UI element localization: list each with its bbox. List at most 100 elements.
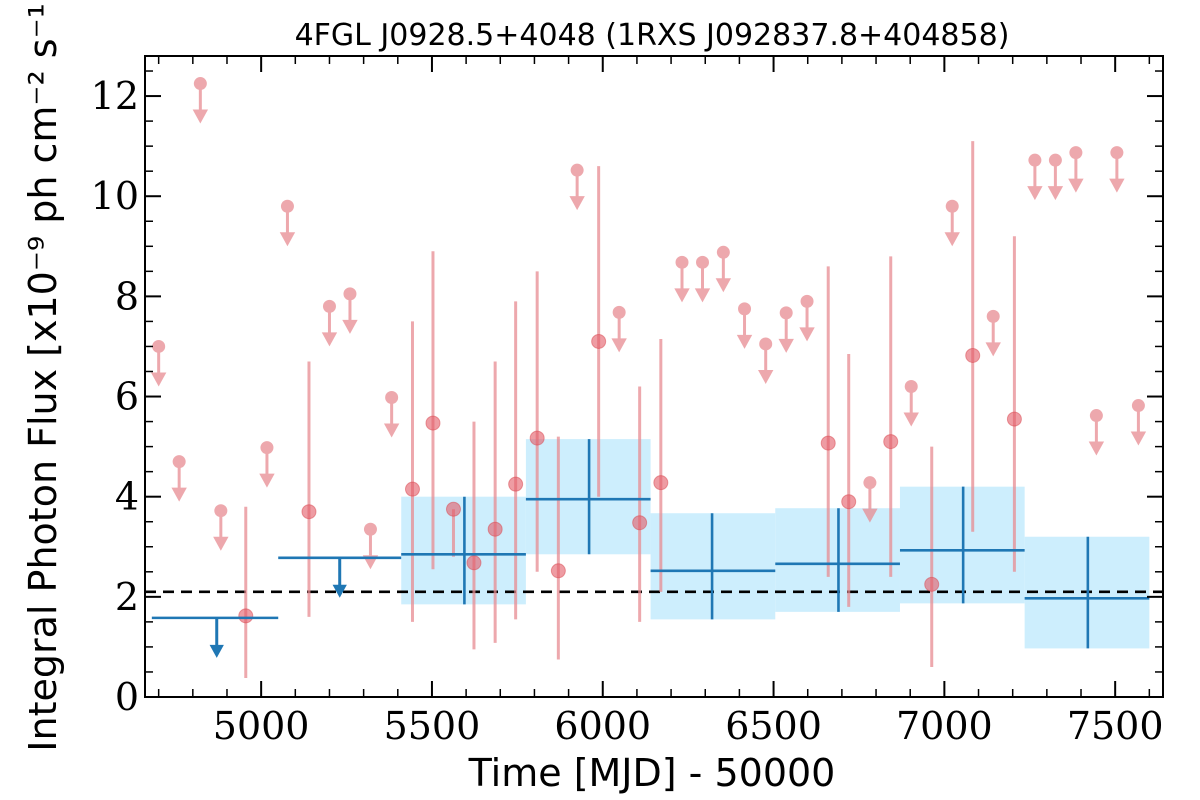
monthly-point-2 bbox=[404, 481, 420, 497]
monthly-upper-limit-4 bbox=[259, 441, 275, 488]
monthly-upper-limit-point-17 bbox=[779, 306, 793, 320]
monthly-upper-limit-point-20 bbox=[904, 380, 918, 394]
monthly-upper-limit-16-head bbox=[758, 369, 774, 384]
monthly-point-11 bbox=[632, 515, 648, 531]
y-tick-label-0: 0 bbox=[115, 675, 139, 719]
monthly-upper-limit-5-head bbox=[279, 232, 296, 247]
monthly-point-16 bbox=[924, 576, 940, 592]
monthly-upper-limit-27-head bbox=[1109, 178, 1125, 193]
yearly-upper-limit-0 bbox=[209, 617, 224, 658]
monthly-upper-limit-18-head bbox=[799, 327, 815, 342]
monthly-point-18 bbox=[1006, 411, 1022, 427]
monthly-upper-limit-10-head bbox=[569, 196, 585, 211]
monthly-point-10 bbox=[591, 333, 607, 349]
monthly-upper-limit-point-18 bbox=[800, 294, 814, 308]
x-tick-label-0: 5000 bbox=[213, 704, 310, 748]
monthly-upper-limit-point-16 bbox=[759, 337, 773, 351]
monthly-upper-limit-17-head bbox=[778, 338, 794, 353]
monthly-upper-limit-11-head bbox=[611, 338, 627, 353]
monthly-upper-limit-16 bbox=[758, 337, 774, 384]
monthly-upper-limit-0 bbox=[150, 339, 167, 387]
y-tick-label-5: 10 bbox=[91, 174, 139, 218]
monthly-point-0 bbox=[238, 608, 254, 624]
monthly-upper-limit-point-3 bbox=[214, 504, 228, 518]
monthly-point-3 bbox=[425, 415, 441, 431]
monthly-upper-limit-point-24 bbox=[1048, 153, 1062, 167]
x-tick-label-2: 6000 bbox=[554, 704, 651, 748]
monthly-upper-limit-10 bbox=[569, 163, 585, 211]
monthly-upper-limit-point-4 bbox=[260, 441, 274, 455]
monthly-upper-limit-0-head bbox=[150, 372, 167, 387]
yearly-upper-limit-0-head bbox=[209, 644, 224, 658]
monthly-upper-limit-20-head bbox=[903, 412, 919, 427]
monthly-upper-limit-25 bbox=[1068, 146, 1084, 193]
x-tick-label-1: 5500 bbox=[384, 704, 481, 748]
monthly-upper-limit-15-head bbox=[736, 334, 753, 349]
monthly-upper-limit-22 bbox=[985, 309, 1001, 357]
monthly-upper-limit-28 bbox=[1130, 399, 1147, 446]
monthly-upper-limit-point-5 bbox=[280, 199, 294, 213]
yearly-upper-limit-1-head bbox=[332, 584, 347, 598]
monthly-upper-limit-point-19 bbox=[863, 476, 877, 490]
axes: 5000 5500 6000 6500 7000 7500 0 2 4 6 8 10 12 bbox=[91, 55, 1164, 748]
monthly-upper-limit-20 bbox=[903, 380, 919, 427]
monthly-upper-limit-11 bbox=[611, 305, 627, 353]
monthly-upper-limit-point-8 bbox=[363, 522, 377, 536]
monthly-upper-limit-5 bbox=[279, 199, 296, 247]
monthly-upper-limit-2 bbox=[192, 77, 209, 124]
monthly-point-4 bbox=[445, 501, 461, 517]
x-axis-title: Time [MJD] - 50000 bbox=[468, 751, 836, 795]
monthly-point-17 bbox=[965, 347, 981, 363]
monthly-upper-limit-1 bbox=[171, 455, 187, 502]
x-tick-label-5: 7500 bbox=[1067, 704, 1164, 748]
monthly-upper-limit-27 bbox=[1109, 146, 1125, 193]
monthly-upper-limit-7-head bbox=[342, 319, 358, 334]
monthly-point-1 bbox=[301, 504, 317, 520]
monthly-upper-limit-28-head bbox=[1130, 431, 1147, 446]
monthly-upper-limit-24 bbox=[1047, 153, 1064, 201]
monthly-upper-limit-15 bbox=[736, 302, 753, 349]
monthly-upper-limit-point-14 bbox=[716, 245, 730, 259]
monthly-upper-limit-point-23 bbox=[1028, 153, 1042, 167]
plot-frame bbox=[144, 55, 1164, 698]
monthly-upper-limit-9 bbox=[383, 391, 400, 438]
monthly-point-8 bbox=[529, 430, 545, 446]
monthly-upper-limit-23-head bbox=[1027, 186, 1043, 201]
yearly-upper-limit-1 bbox=[332, 557, 347, 598]
y-tick-label-2: 4 bbox=[115, 475, 139, 519]
monthly-upper-limit-point-27 bbox=[1110, 146, 1124, 160]
monthly-upper-limit-26-head bbox=[1088, 441, 1105, 456]
x-tick-label-3: 6500 bbox=[725, 704, 822, 748]
monthly-upper-limit-point-21 bbox=[945, 199, 959, 213]
monthly-upper-limit-26 bbox=[1088, 409, 1105, 456]
monthly-upper-limit-6 bbox=[321, 299, 338, 347]
monthly-upper-limit-9-head bbox=[383, 423, 400, 438]
monthly-point-15 bbox=[883, 434, 899, 450]
monthly-upper-limit-point-12 bbox=[675, 255, 689, 269]
monthly-point-7 bbox=[508, 476, 524, 492]
monthly-upper-limit-14-head bbox=[715, 278, 732, 293]
monthly-upper-limit-23 bbox=[1027, 153, 1043, 201]
monthly-upper-limit-21 bbox=[944, 199, 960, 247]
monthly-point-5 bbox=[466, 555, 482, 571]
y-tick-label-4: 8 bbox=[115, 274, 139, 318]
monthly-upper-limit-point-28 bbox=[1131, 399, 1145, 413]
monthly-upper-limit-point-9 bbox=[385, 391, 399, 405]
monthly-point-6 bbox=[487, 521, 503, 537]
monthly-upper-limit-19-head bbox=[862, 508, 878, 523]
monthly-upper-limit-point-13 bbox=[696, 255, 710, 269]
monthly-upper-limit-point-1 bbox=[172, 455, 186, 469]
monthly-upper-limit-3-head bbox=[213, 536, 229, 551]
monthly-upper-limit-point-11 bbox=[612, 305, 626, 319]
monthly-upper-limit-1-head bbox=[171, 487, 187, 502]
y-tick-label-3: 6 bbox=[115, 375, 139, 419]
monthly-upper-limit-12-head bbox=[674, 288, 690, 303]
monthly-upper-limit-18 bbox=[799, 294, 815, 342]
x-tick-label-4: 7000 bbox=[896, 704, 993, 748]
monthly-upper-limit-6-head bbox=[321, 332, 338, 347]
monthly-upper-limit-17 bbox=[778, 306, 794, 353]
monthly-upper-limit-4-head bbox=[259, 473, 275, 488]
monthly-upper-limit-point-7 bbox=[343, 287, 357, 301]
monthly-upper-limit-19 bbox=[862, 476, 878, 523]
